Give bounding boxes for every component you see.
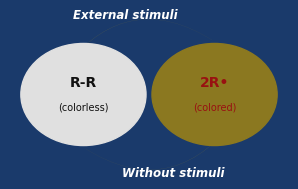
- Text: R-R: R-R: [70, 76, 97, 90]
- Text: Without stimuli: Without stimuli: [122, 167, 224, 180]
- FancyArrowPatch shape: [67, 19, 212, 64]
- Ellipse shape: [152, 43, 277, 146]
- Text: (colored): (colored): [193, 103, 236, 113]
- Text: 2R•: 2R•: [200, 76, 229, 90]
- Text: (colorless): (colorless): [58, 103, 109, 113]
- Ellipse shape: [21, 43, 146, 146]
- FancyArrowPatch shape: [86, 125, 231, 170]
- Text: External stimuli: External stimuli: [73, 9, 178, 22]
